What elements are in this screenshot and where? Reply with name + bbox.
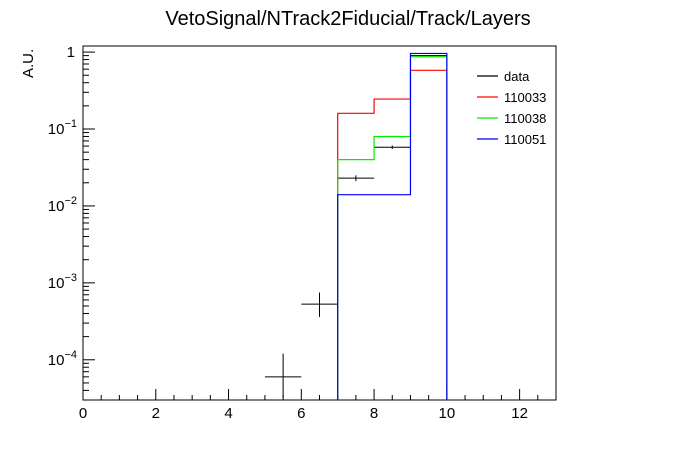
series-110033 xyxy=(337,69,448,400)
x-tick-label: 6 xyxy=(297,405,305,422)
histogram-step xyxy=(337,69,448,400)
y-tick-label: 10−3 xyxy=(48,272,77,292)
legend-label: data xyxy=(504,69,530,84)
y-tick-label: 10−4 xyxy=(48,349,77,369)
y-tick-label: 10−1 xyxy=(48,118,77,138)
legend-item-110038: 110038 xyxy=(477,111,546,126)
x-axis: 0 2 4 6 8 10 12 xyxy=(79,389,557,422)
legend-item-110051: 110051 xyxy=(477,132,546,147)
data-point xyxy=(301,292,338,317)
y-axis: 1 10−1 10−2 10−3 10−4 xyxy=(48,44,95,401)
y-tick-label: 10−2 xyxy=(48,195,77,215)
histogram-step xyxy=(337,52,448,400)
x-tick-label: 10 xyxy=(439,405,456,422)
chart-title: VetoSignal/NTrack2Fiducial/Track/Layers xyxy=(165,8,530,30)
x-tick-label: 12 xyxy=(511,405,528,422)
legend-label: 110051 xyxy=(504,132,546,147)
x-tick-label: 8 xyxy=(370,405,378,422)
data-point xyxy=(410,55,447,57)
x-tick-label: 0 xyxy=(79,405,87,422)
legend-item-110033: 110033 xyxy=(477,90,546,105)
data-point xyxy=(374,145,411,149)
series-110038 xyxy=(337,56,448,400)
legend-label: 110033 xyxy=(504,90,546,105)
x-tick-label: 2 xyxy=(152,405,160,422)
data-point xyxy=(264,353,302,398)
legend: data 110033 110038 110051 xyxy=(477,69,546,147)
data-point xyxy=(337,175,375,182)
series-layer xyxy=(264,52,448,400)
x-tick-label: 4 xyxy=(224,405,232,422)
histogram-step xyxy=(337,56,448,400)
series-data xyxy=(264,55,447,398)
legend-item-data: data xyxy=(477,69,530,84)
legend-label: 110038 xyxy=(504,111,546,126)
y-axis-label: A.U. xyxy=(20,49,37,78)
y-tick-label: 1 xyxy=(67,44,75,61)
series-110051 xyxy=(337,52,448,400)
